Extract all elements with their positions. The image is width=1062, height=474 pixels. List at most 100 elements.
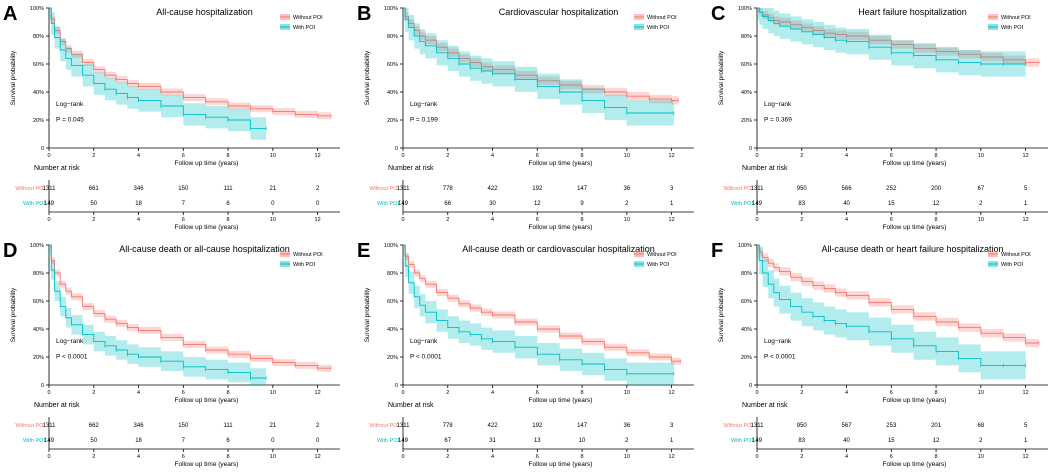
risk-x-tick-label: 12 [315, 217, 321, 223]
risk-x-tick-label: 8 [227, 454, 230, 460]
risk-x-tick-label: 0 [401, 217, 404, 223]
risk-count: 50 [90, 438, 97, 444]
ci-band-without-poi [403, 8, 679, 105]
x-tick-label: 10 [624, 390, 630, 396]
risk-count: 12 [534, 201, 541, 207]
panel-letter: B [357, 3, 371, 25]
panel-e: E All-cause death or cardiovascular hospi… [357, 240, 694, 468]
risk-x-axis-label: Follow up time (years) [175, 224, 239, 231]
number-at-risk-title: Number at risk [34, 402, 80, 409]
y-tick-label: 0 [395, 146, 398, 152]
risk-x-tick-label: 10 [270, 454, 276, 460]
risk-count: 253 [886, 423, 897, 429]
risk-count: 7 [182, 201, 186, 207]
risk-row-label: Without POI [15, 186, 45, 192]
y-tick-label: 100% [30, 6, 44, 12]
y-tick-label: 60% [387, 62, 398, 68]
legend-label: With POI [293, 262, 315, 268]
risk-count: 2 [316, 423, 320, 429]
x-tick-label: 0 [401, 153, 404, 159]
logrank-label: Log−rank [764, 338, 792, 345]
x-axis-label: Follow up time (years) [175, 160, 239, 167]
risk-x-tick-label: 4 [137, 454, 140, 460]
number-at-risk-title: Number at risk [742, 402, 788, 409]
x-tick-label: 10 [270, 390, 276, 396]
y-tick-label: 80% [741, 34, 752, 40]
x-tick-label: 8 [227, 390, 230, 396]
legend-label: With POI [1001, 25, 1023, 31]
legend-label: Without POI [293, 15, 323, 21]
x-tick-label: 0 [755, 390, 758, 396]
plot-title: Heart failure hospitalization [858, 7, 967, 17]
risk-count: 566 [842, 186, 853, 192]
risk-x-tick-label: 10 [624, 217, 630, 223]
risk-x-tick-label: 0 [401, 454, 404, 460]
y-tick-label: 60% [33, 62, 44, 68]
x-tick-label: 0 [47, 153, 50, 159]
risk-row-label: With POI [23, 438, 45, 444]
x-tick-label: 2 [446, 153, 449, 159]
y-axis-label: Survival probability [10, 50, 17, 105]
risk-x-tick-label: 2 [446, 217, 449, 223]
risk-count: 15 [888, 438, 895, 444]
y-tick-label: 40% [33, 90, 44, 96]
risk-count: 50 [90, 201, 97, 207]
p-value: P = 0.369 [764, 116, 792, 123]
risk-count: 950 [797, 423, 808, 429]
panel-letter: C [711, 3, 725, 25]
risk-x-axis-label: Follow up time (years) [175, 461, 239, 468]
x-axis-label: Follow up time (years) [529, 160, 593, 167]
ci-band-without-poi [757, 8, 1040, 67]
risk-count: 150 [178, 423, 189, 429]
x-tick-label: 2 [800, 390, 803, 396]
risk-x-tick-label: 6 [890, 454, 893, 460]
number-at-risk-title: Number at risk [388, 402, 434, 409]
risk-count: 150 [178, 186, 189, 192]
y-tick-label: 20% [387, 355, 398, 361]
y-tick-label: 40% [33, 327, 44, 333]
x-tick-label: 12 [669, 153, 675, 159]
km-curve-without-poi [403, 7, 679, 101]
risk-x-tick-label: 6 [536, 217, 539, 223]
risk-x-axis-label: Follow up time (years) [883, 224, 947, 231]
y-tick-label: 60% [741, 299, 752, 305]
y-tick-label: 80% [387, 34, 398, 40]
y-tick-label: 40% [741, 90, 752, 96]
y-axis-label: Survival probability [10, 287, 17, 342]
ci-band-with-poi [49, 245, 267, 385]
risk-row-label: With POI [377, 438, 399, 444]
p-value: P < 0.0001 [764, 353, 796, 360]
x-tick-label: 0 [401, 390, 404, 396]
y-tick-label: 0 [749, 383, 752, 389]
p-value: P < 0.0001 [56, 353, 88, 360]
risk-count: 422 [488, 423, 499, 429]
risk-x-tick-label: 4 [491, 217, 494, 223]
y-tick-label: 100% [384, 243, 398, 249]
risk-count: 5 [1024, 423, 1028, 429]
p-value: P < 0.0001 [410, 353, 442, 360]
legend-label: With POI [647, 262, 669, 268]
risk-count: 31 [489, 438, 496, 444]
risk-count: 9 [580, 201, 584, 207]
panel-letter: E [357, 240, 370, 262]
y-tick-label: 20% [741, 355, 752, 361]
x-tick-label: 2 [92, 153, 95, 159]
risk-x-tick-label: 6 [182, 217, 185, 223]
risk-count: 2 [625, 438, 629, 444]
x-tick-label: 6 [536, 390, 539, 396]
risk-count: 1 [1024, 438, 1028, 444]
y-tick-label: 80% [387, 271, 398, 277]
risk-x-tick-label: 2 [92, 217, 95, 223]
risk-row-label: Without POI [369, 423, 399, 429]
risk-count: 3 [670, 186, 674, 192]
km-curve-without-poi [49, 7, 332, 117]
risk-x-tick-label: 6 [890, 217, 893, 223]
risk-x-tick-label: 0 [755, 454, 758, 460]
plot-title: Cardiovascular hospitalization [499, 7, 619, 17]
risk-x-tick-label: 4 [137, 217, 140, 223]
risk-row-label: With POI [23, 201, 45, 207]
risk-count: 111 [224, 186, 234, 192]
y-tick-label: 0 [395, 383, 398, 389]
x-axis-label: Follow up time (years) [883, 160, 947, 167]
legend-label: With POI [293, 25, 315, 31]
